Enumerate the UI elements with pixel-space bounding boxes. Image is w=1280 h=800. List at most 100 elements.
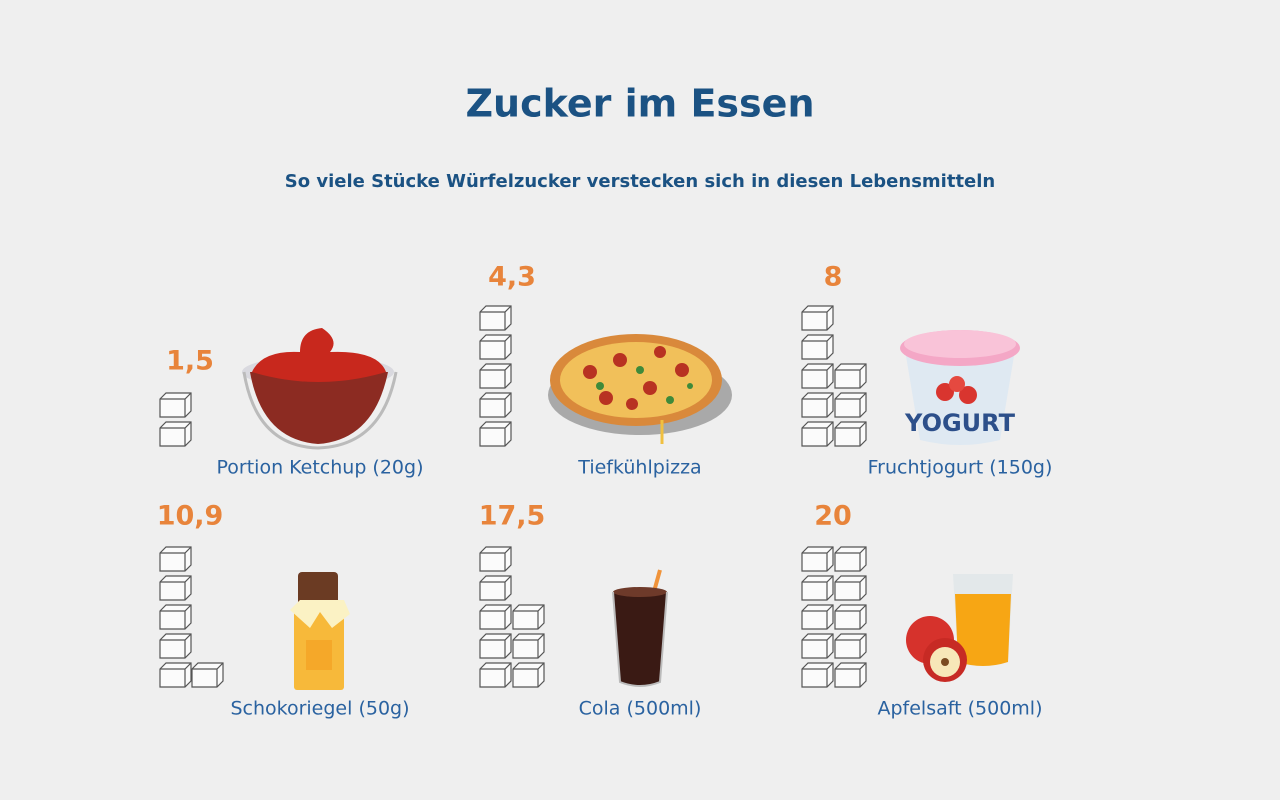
sugar-cube [159,575,192,601]
cube-edge [802,363,834,388]
food-label: Fruchtjogurt (150g) [868,457,1053,479]
title: Zucker im Essen [466,82,815,126]
sugar-cube [834,392,867,418]
cube-face [834,633,867,659]
cube-face [801,546,834,572]
cube-face [159,575,192,601]
cube-edge [835,662,867,687]
food-label: Cola (500ml) [579,698,702,720]
cube-edge [802,334,834,359]
food-label: Portion Ketchup (20g) [217,457,424,479]
sugar-cube [479,546,512,572]
cube-face [834,546,867,572]
pizza-image [548,334,732,444]
sugar-cube [159,662,192,688]
sugar-cube [479,334,512,360]
cube-edge [160,575,192,600]
sugar-cubes [159,305,867,688]
cube-face [479,305,512,331]
cube-face [159,633,192,659]
cube-face [159,662,192,688]
cube-edge [480,662,512,687]
cube-face [159,421,192,447]
cube-face [801,392,834,418]
cube-face [512,633,545,659]
cube-face [159,604,192,630]
food-label: Apfelsaft (500ml) [878,698,1043,720]
sugar-cube [801,334,834,360]
cube-face [512,604,545,630]
cube-edge [802,546,834,571]
sugar-cube [479,421,512,447]
sugar-cube [159,633,192,659]
sugar-cube [512,662,545,688]
cube-face [834,363,867,389]
cube-edge [835,575,867,600]
cube-edge [513,633,545,658]
sugar-amount: 20 [814,501,852,532]
sugar-cube [512,633,545,659]
cube-edge [802,392,834,417]
cube-edge [513,662,545,687]
sugar-cube [801,633,834,659]
subtitle: So viele Stücke Würfelzucker verstecken … [285,171,996,192]
cube-edge [480,633,512,658]
sugar-cube [479,662,512,688]
sugar-cube [801,662,834,688]
sugar-cube [801,305,834,331]
sugar-cube [159,392,192,418]
sugar-cube [479,575,512,601]
cube-edge [480,305,512,330]
cube-edge [802,604,834,629]
cola-image [612,569,668,687]
food-label: Tiefkühlpizza [577,457,701,479]
cube-face [479,604,512,630]
juice-image [906,574,1013,682]
cube-edge [835,363,867,388]
sugar-cube [479,604,512,630]
cube-face [834,604,867,630]
cube-edge [802,421,834,446]
cube-face [801,604,834,630]
sugar-cube [479,392,512,418]
sugar-amount: 4,3 [488,262,536,293]
sugar-cube [801,421,834,447]
sugar-cube [834,662,867,688]
food-label: Schokoriegel (50g) [230,698,409,720]
sugar-amount: 1,5 [166,346,214,377]
sugar-cube [159,421,192,447]
sugar-cube [834,633,867,659]
sugar-cube [834,575,867,601]
cube-face [479,575,512,601]
cube-face [801,633,834,659]
sugar-cube [479,633,512,659]
sugar-cube [191,662,224,688]
cube-edge [513,604,545,629]
cube-edge [160,662,192,687]
cube-edge [802,305,834,330]
cube-edge [480,546,512,571]
cube-edge [835,633,867,658]
cube-face [159,546,192,572]
cube-face [479,546,512,572]
sugar-cube [801,575,834,601]
cube-face [801,363,834,389]
cube-edge [802,575,834,600]
cube-face [834,662,867,688]
cube-face [479,334,512,360]
cube-edge [480,363,512,388]
cube-face [479,392,512,418]
sugar-amount: 8 [824,262,843,293]
cube-edge [802,662,834,687]
cube-edge [835,392,867,417]
cube-face [834,392,867,418]
cube-face [191,662,224,688]
cube-edge [160,421,192,446]
sugar-cube [801,546,834,572]
sugar-amount: 17,5 [479,501,546,532]
svg-text:YOGURT: YOGURT [904,409,1016,437]
cube-face [801,662,834,688]
sugar-cube [834,421,867,447]
sugar-amount: 10,9 [157,501,224,532]
sugar-cube [834,604,867,630]
